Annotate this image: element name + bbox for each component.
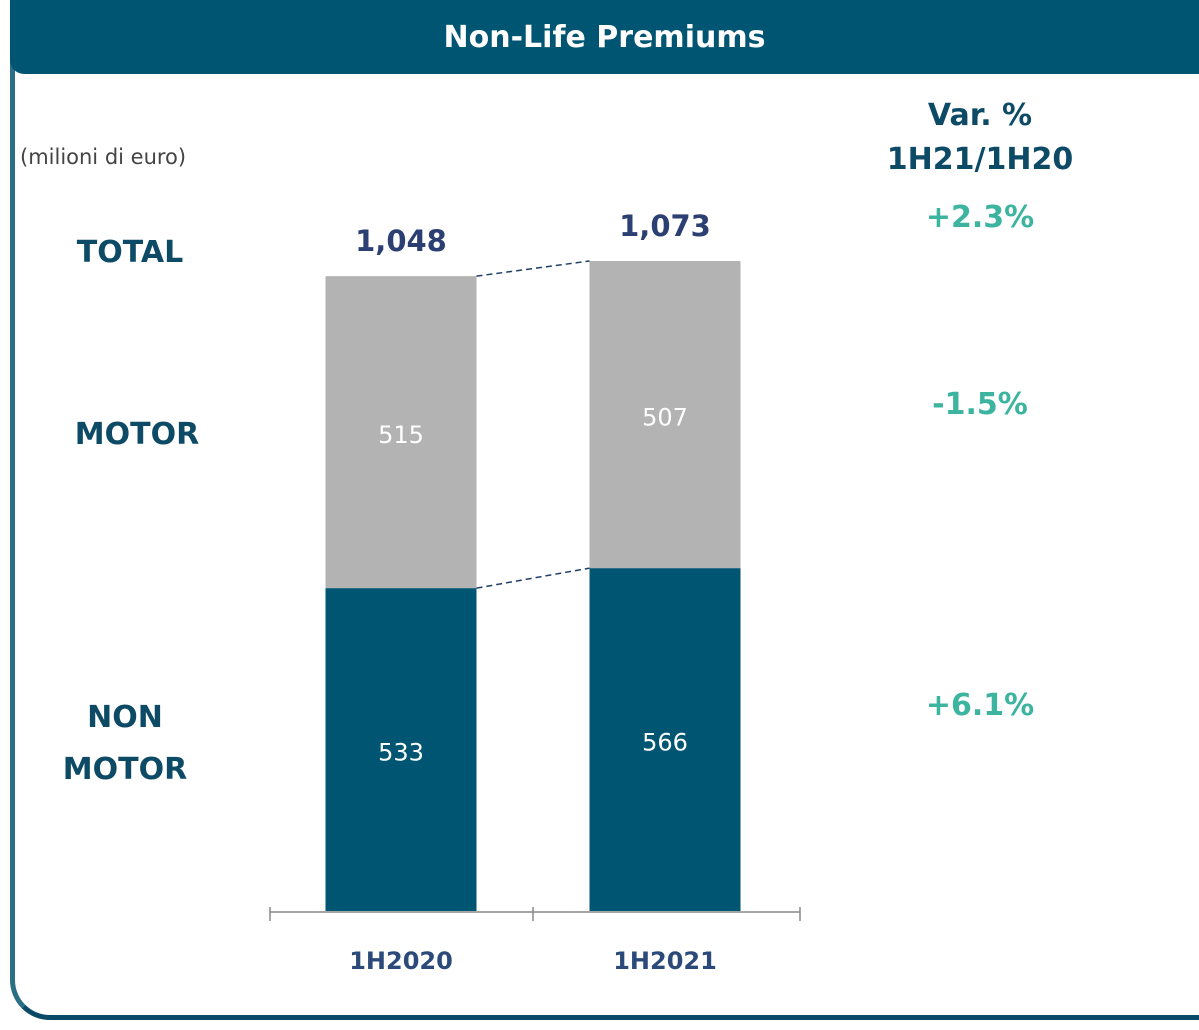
variation-header: Var. % (927, 98, 1033, 133)
connector (476, 260, 590, 277)
chart-title: Non-Life Premiums (10, 0, 1199, 74)
bar-segment (589, 568, 741, 911)
x-tick-label: 1H2020 (349, 947, 453, 975)
frame-border (10, 10, 1199, 1020)
unit-label: (milioni di euro) (20, 145, 187, 169)
variation-value: +2.3% (925, 200, 1035, 235)
bar-segment (325, 588, 477, 911)
x-tick-label: 1H2021 (613, 947, 717, 975)
row-label: MOTOR (74, 417, 200, 452)
data-label: 507 (642, 404, 688, 432)
connector (476, 567, 590, 589)
data-label: 566 (642, 729, 688, 757)
variation-value: -1.5% (932, 387, 1028, 422)
bar-segment (589, 261, 741, 569)
total-label: 1,073 (619, 209, 711, 243)
row-label: TOTAL (76, 235, 184, 270)
variation-header: 1H21/1H20 (886, 142, 1074, 177)
data-label: 533 (378, 739, 424, 767)
total-label: 1,048 (355, 224, 447, 258)
variation-value: +6.1% (925, 688, 1035, 723)
row-label: NON MOTOR (62, 700, 188, 787)
bar-segment (325, 276, 477, 589)
data-label: 515 (378, 421, 424, 449)
